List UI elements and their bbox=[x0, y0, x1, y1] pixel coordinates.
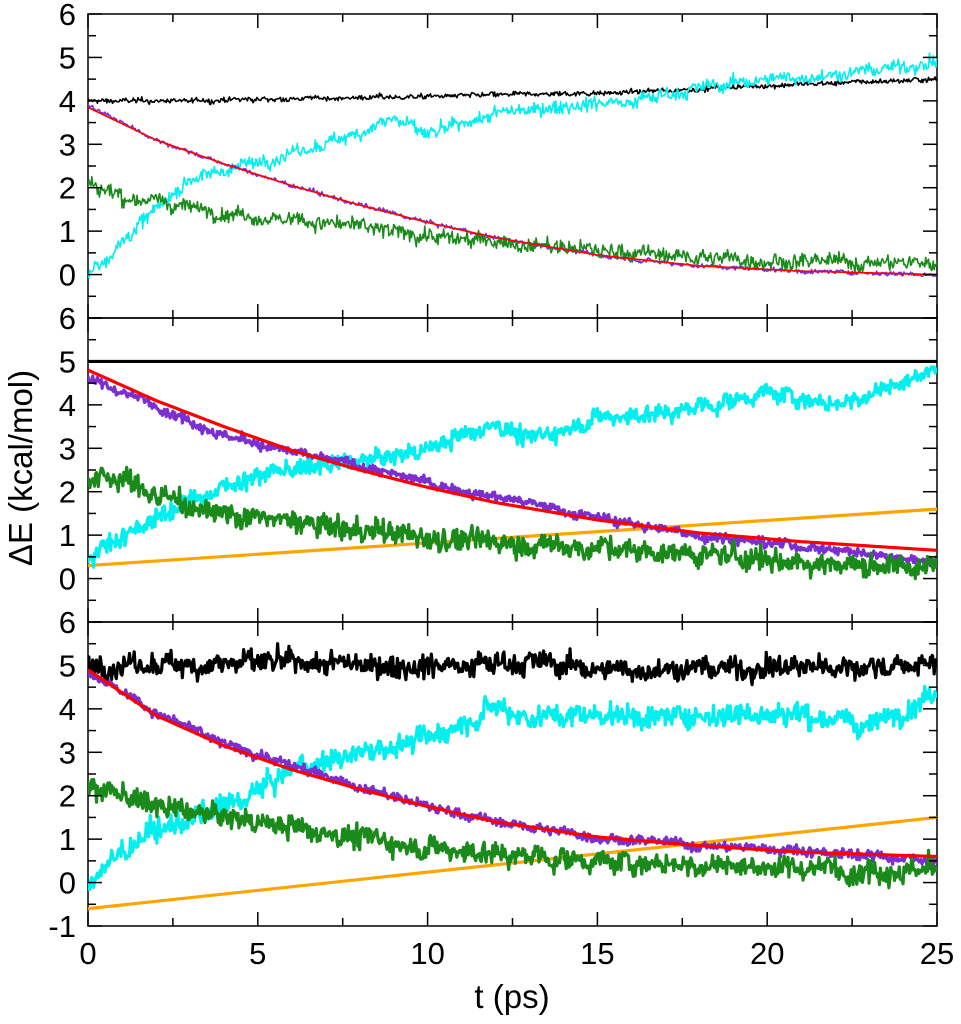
x-tick-label: 15 bbox=[580, 936, 614, 971]
series-line-red bbox=[88, 106, 937, 276]
series-line-red bbox=[88, 368, 937, 552]
y-tick-label: 3 bbox=[59, 127, 76, 162]
series-line-purple bbox=[88, 374, 937, 568]
y-tick-label: 0 bbox=[59, 258, 76, 293]
series-line-green bbox=[88, 777, 937, 890]
y-tick-label: 5 bbox=[59, 344, 76, 379]
y-tick-label: 4 bbox=[59, 692, 76, 727]
y-tick-label: 3 bbox=[59, 735, 76, 770]
chart-panels: 0 1 2 3 4 5 6 0 1 2 3 4 5 6 -1 0 1 2 3 4 5 6 bbox=[48, 0, 938, 944]
y-tick-label: 0 bbox=[59, 866, 76, 901]
y-tick-label: 4 bbox=[59, 84, 76, 119]
series-line-orange bbox=[88, 815, 937, 911]
y-tick-label: 6 bbox=[59, 0, 76, 32]
panel-bottom: -1 0 1 2 3 4 5 6 bbox=[48, 605, 938, 944]
x-tick-label: 25 bbox=[920, 936, 954, 971]
y-tick-label: 3 bbox=[59, 431, 76, 466]
series-line-red bbox=[88, 668, 937, 859]
x-tick-label: 20 bbox=[750, 936, 784, 971]
y-tick-label: 5 bbox=[59, 648, 76, 683]
series-line-purple bbox=[88, 670, 937, 869]
series-line-black bbox=[88, 642, 937, 687]
panel-top: 0 1 2 3 4 5 6 bbox=[59, 0, 938, 319]
x-tick-label: 0 bbox=[79, 936, 96, 971]
y-axis-label: ΔE (kcal/mol) bbox=[2, 370, 39, 566]
series-line-green bbox=[88, 175, 937, 275]
x-tick-labels: 0 5 10 15 20 25 bbox=[79, 936, 954, 971]
y-tick-label: 2 bbox=[59, 475, 76, 510]
panel-middle: 0 1 2 3 4 5 6 bbox=[59, 301, 938, 623]
series-line-cyan bbox=[88, 684, 937, 892]
y-tick-label: 1 bbox=[59, 518, 76, 553]
panel-series bbox=[88, 359, 937, 581]
y-tick-label: 2 bbox=[59, 779, 76, 814]
panel-series bbox=[88, 642, 937, 911]
series-line-green bbox=[88, 465, 937, 581]
series-line-cyan bbox=[88, 52, 937, 279]
x-tick-label: 5 bbox=[249, 936, 266, 971]
y-tick-label: -1 bbox=[48, 909, 76, 944]
y-tick-label: 0 bbox=[59, 562, 76, 597]
y-tick-label: 6 bbox=[59, 301, 76, 336]
y-tick-label: 5 bbox=[59, 40, 76, 75]
y-tick-label: 1 bbox=[59, 214, 76, 249]
y-tick-label: 6 bbox=[59, 605, 76, 640]
x-tick-label: 10 bbox=[410, 936, 444, 971]
y-tick-label: 2 bbox=[59, 171, 76, 206]
y-tick-label: 4 bbox=[59, 388, 76, 423]
series-line-purple bbox=[88, 103, 937, 278]
y-tick-label: 1 bbox=[59, 822, 76, 857]
x-axis-label: t (ps) bbox=[474, 978, 549, 1015]
panel-series bbox=[88, 52, 937, 279]
series-line-cyan bbox=[88, 365, 937, 569]
